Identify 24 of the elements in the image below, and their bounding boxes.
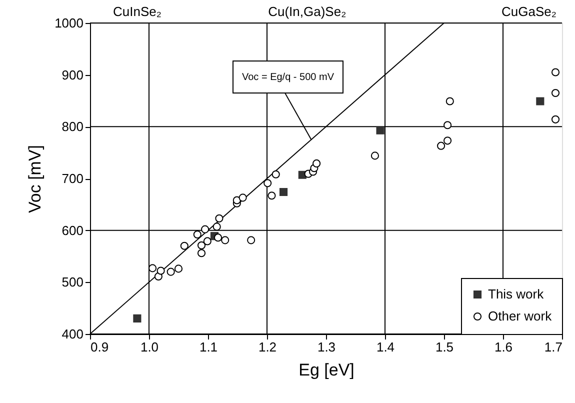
x-tick-label: 1.7 [544,340,562,354]
x-tick-label: 1.5 [435,340,454,354]
text: CuInSe₂ [112,4,162,19]
x-tick-label: 1.2 [258,340,277,354]
y-tick-label: 500 [62,274,84,290]
x-tick-label: 1.0 [140,340,159,354]
text: CuGaSe₂ [502,4,556,19]
legend-label: Other work [488,308,552,324]
x-tick-label: 1.4 [376,340,395,354]
text: Cu(In,Ga)Se₂ [268,4,346,19]
y-tick-label: 1000 [54,16,84,30]
y-axis-title: Voc [mV] [26,144,45,214]
y-tick-label: 700 [62,171,84,186]
y-tick-label: 800 [62,119,84,134]
y-tick-label: 900 [62,67,84,82]
x-axis-title: Eg [eV] [298,360,354,380]
y-tick-label: 400 [62,326,84,342]
y-tick-label: 600 [62,222,84,238]
annotation: Voc = Eg/q - 500 mV [242,72,334,83]
x-tick-label: 1.6 [494,340,513,354]
x-tick-label: 0.9 [90,340,109,354]
legend-label: This work [488,286,544,302]
x-tick-label: 1.3 [317,340,336,354]
x-tick-label: 1.1 [199,340,218,354]
